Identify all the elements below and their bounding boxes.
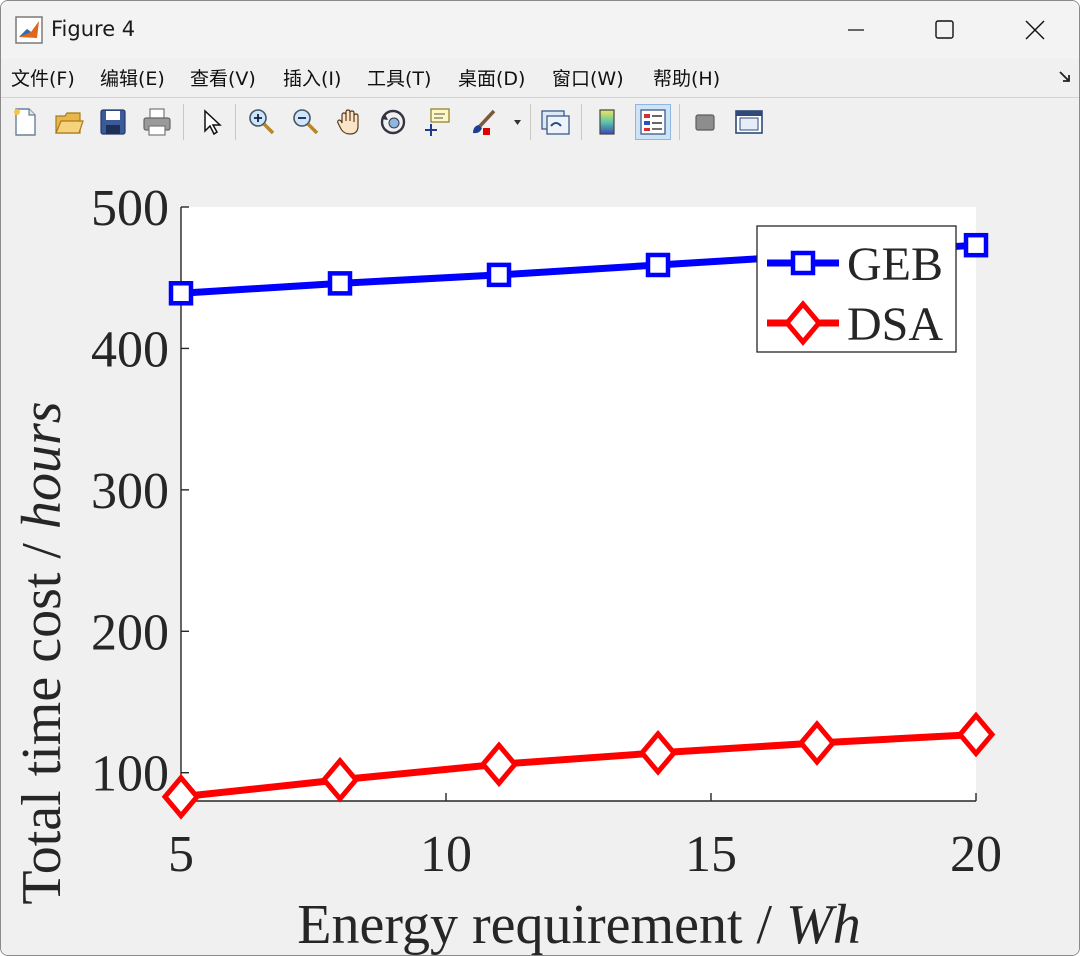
data-point-dsa (797, 720, 837, 766)
y-tick-label: 400 (91, 321, 169, 378)
legend-label-geb: GEB (847, 238, 943, 291)
new-figure-button[interactable] (9, 106, 41, 138)
series-line-dsa (180, 731, 977, 801)
brush-dropdown-icon (514, 120, 521, 125)
pan-button[interactable] (333, 106, 365, 138)
x-tick-label: 10 (420, 826, 472, 883)
brush-icon (473, 109, 496, 135)
zoom-in-button[interactable] (245, 106, 277, 138)
x-tick-label: 15 (685, 826, 737, 883)
rotate-3d-icon (380, 109, 406, 135)
legend-button[interactable] (635, 104, 671, 140)
toolbar-separator (183, 104, 184, 140)
dock-arrow-icon[interactable] (1057, 69, 1073, 85)
y-tick-label: 100 (91, 746, 169, 803)
window-title: Figure 4 (51, 17, 136, 41)
data-point-dsa (956, 711, 996, 758)
show-plot-tools-icon (735, 110, 763, 134)
link-plot-button[interactable] (539, 106, 571, 138)
minimize-button[interactable] (811, 1, 901, 59)
menu-desktop[interactable]: 桌面(D) (458, 68, 526, 90)
data-point-geb (327, 271, 353, 296)
legend-marker-dsa (783, 300, 823, 346)
legend: GEB DSA (756, 225, 957, 353)
pan-hand-icon (337, 109, 359, 135)
maximize-button[interactable] (899, 1, 989, 59)
x-tick-label: 5 (168, 826, 194, 883)
colorbar-icon (599, 109, 615, 135)
zoom-out-icon (293, 109, 319, 135)
legend-box (756, 225, 957, 353)
figure-canvas: 5 10 15 20 100 200 300 400 500 Energy requiremen… (1, 148, 1079, 955)
close-icon (1025, 20, 1045, 40)
menu-edit[interactable]: 编辑(E) (100, 68, 165, 90)
menu-window[interactable]: 窗口(W) (552, 68, 624, 90)
data-point-dsa (479, 741, 519, 788)
show-plot-tools-button[interactable] (733, 106, 765, 138)
print-button[interactable] (141, 106, 173, 138)
toolbar-separator (530, 104, 531, 140)
x-tick-label: 20 (950, 826, 1002, 883)
menu-file[interactable]: 文件(F) (11, 68, 75, 90)
x-axis-label: Energy requirement / Wh (297, 894, 860, 955)
y-tick-label: 300 (91, 463, 169, 520)
rotate-3d-button[interactable] (377, 106, 409, 138)
save-button[interactable] (97, 106, 129, 138)
open-file-button[interactable] (53, 106, 85, 138)
y-axis-label: Total time cost / hours (11, 401, 73, 904)
menu-help[interactable]: 帮助(H) (653, 68, 721, 90)
new-figure-icon (14, 108, 36, 136)
line-chart: 5 10 15 20 100 200 300 400 500 Energy requiremen… (11, 180, 1002, 955)
hide-plot-tools-button[interactable] (689, 106, 721, 138)
hide-plot-tools-icon (695, 114, 715, 131)
toolbar-separator (581, 104, 582, 140)
save-icon (100, 109, 126, 135)
data-cursor-icon (425, 108, 450, 136)
close-button[interactable] (989, 1, 1079, 59)
open-file-icon (55, 112, 84, 134)
legend-icon (640, 109, 666, 135)
data-point-dsa (320, 756, 360, 803)
data-point-geb (486, 262, 512, 288)
legend-label-dsa: DSA (847, 298, 943, 351)
data-cursor-button[interactable] (421, 106, 453, 138)
minimize-icon (848, 29, 864, 31)
menu-tools[interactable]: 工具(T) (367, 68, 432, 90)
menu-view[interactable]: 查看(V) (190, 68, 256, 90)
y-tick-label: 200 (91, 604, 169, 661)
data-point-geb (168, 281, 194, 306)
figure-toolbar (1, 97, 1079, 149)
data-point-dsa (638, 730, 678, 776)
toolbar-separator (679, 104, 680, 140)
link-plot-icon (541, 110, 570, 135)
data-point-dsa (161, 773, 201, 820)
print-icon (143, 108, 171, 136)
legend-marker-geb (790, 250, 816, 276)
data-point-geb (645, 252, 671, 278)
pointer-button[interactable] (195, 106, 227, 138)
data-point-geb (963, 232, 989, 258)
zoom-in-icon (249, 109, 275, 135)
colorbar-button[interactable] (591, 106, 623, 138)
pointer-icon (204, 109, 222, 136)
brush-dropdown-button[interactable] (507, 106, 527, 138)
menu-insert[interactable]: 插入(I) (283, 68, 342, 90)
y-tick-label: 500 (91, 180, 169, 237)
toolbar-separator (235, 104, 236, 140)
zoom-out-button[interactable] (289, 106, 321, 138)
title-bar: Figure 4 (1, 1, 1079, 59)
brush-button[interactable] (467, 106, 499, 138)
menu-bar: 文件(F) 编辑(E) 查看(V) 插入(I) 工具(T) 桌面(D) 窗口(W… (1, 59, 1079, 97)
matlab-icon (15, 16, 43, 44)
maximize-icon (935, 20, 954, 39)
